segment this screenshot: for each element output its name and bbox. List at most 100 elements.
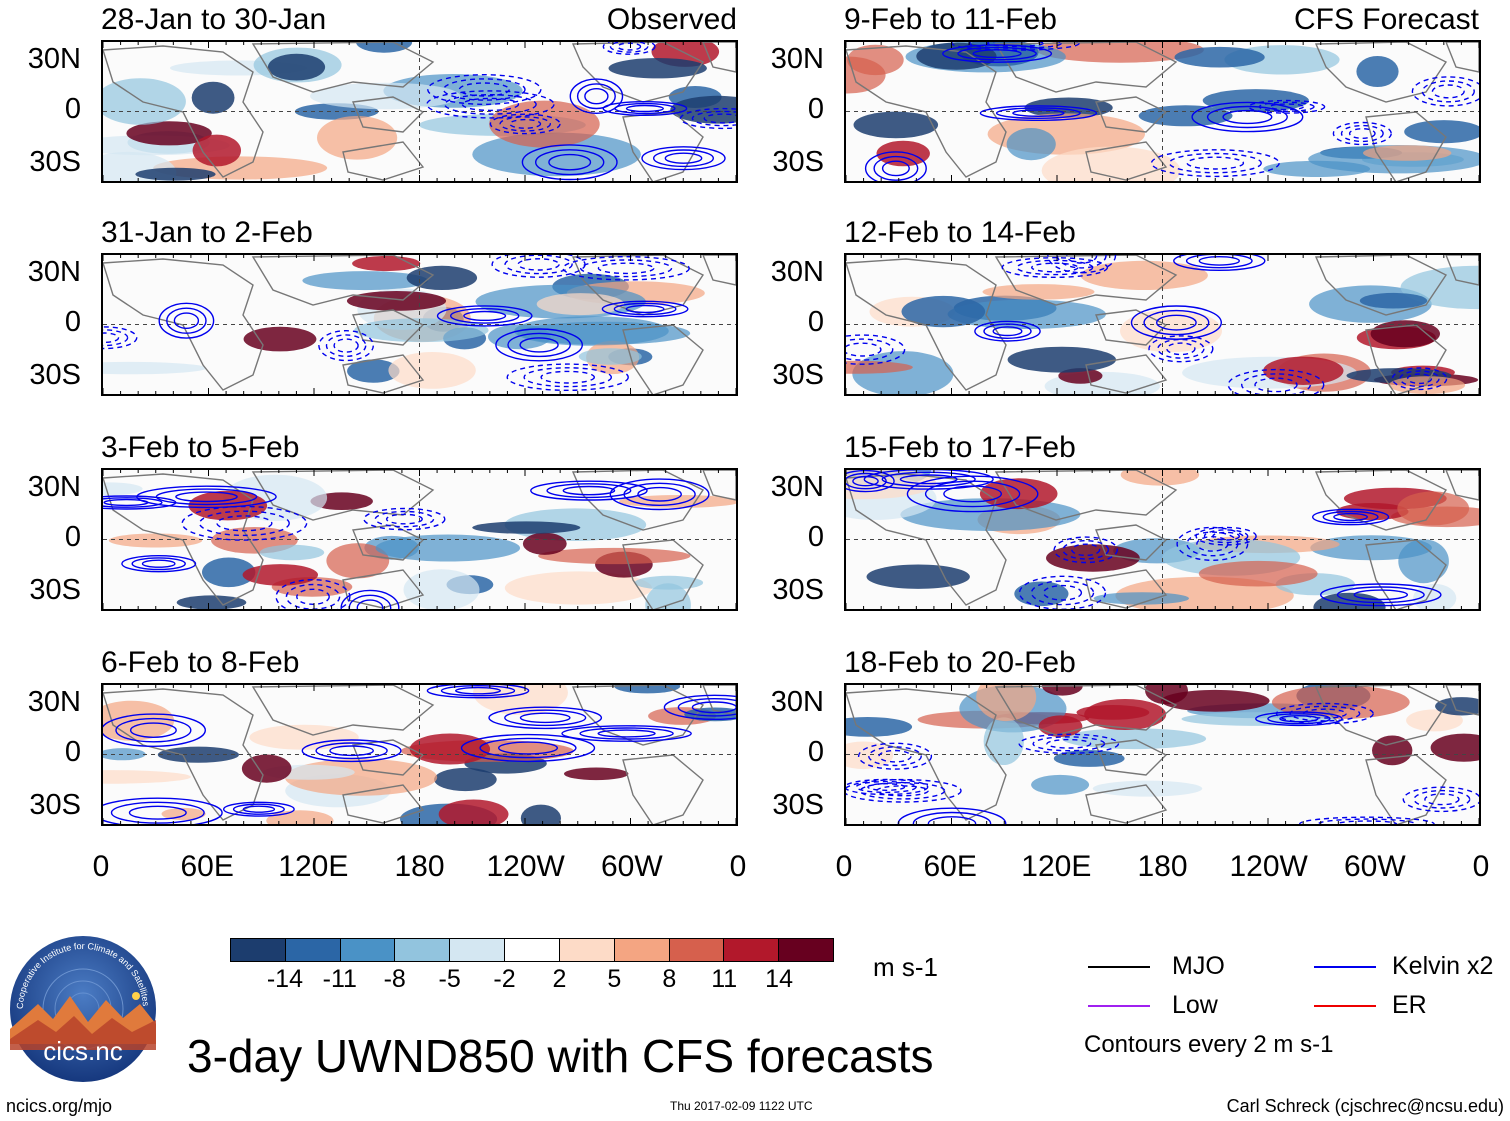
anomaly-shading	[406, 265, 478, 290]
kelvin-contour	[315, 742, 388, 760]
anomaly-shading	[634, 575, 704, 590]
kelvin-contour	[479, 737, 577, 759]
anomaly-shading	[1080, 260, 1208, 290]
anomaly-shading	[1406, 709, 1463, 732]
kelvin-contour	[864, 151, 927, 181]
kelvin-contour	[1413, 789, 1471, 809]
legend-line-er	[1314, 1005, 1376, 1007]
lat-tick-label: 0	[807, 93, 824, 125]
anomaly-shading	[1370, 320, 1440, 348]
colorbar-swatch	[505, 939, 560, 961]
kelvin-contour	[878, 749, 912, 763]
colorbar-swatch	[779, 939, 833, 961]
kelvin-contour	[131, 557, 186, 571]
kelvin-contour	[110, 801, 205, 824]
kelvin-contour	[463, 310, 507, 322]
kelvin-contour	[517, 258, 560, 271]
coastline	[103, 258, 264, 391]
colorbar-tick-label: 11	[711, 965, 738, 993]
anomaly-shading	[489, 100, 600, 148]
legend-label-kelvin: Kelvin x2	[1392, 952, 1494, 980]
anomaly-shading	[1145, 685, 1188, 705]
anomaly-shading	[1014, 581, 1069, 607]
kelvin-contour	[927, 816, 977, 824]
kelvin-contour	[329, 745, 375, 757]
kelvin-contour	[103, 497, 163, 508]
kelvin-contour	[318, 329, 375, 362]
kelvin-contour	[691, 701, 736, 714]
colorbar-swatch	[450, 939, 506, 961]
kelvin-contour	[613, 302, 677, 316]
anomaly-shading	[1356, 56, 1399, 87]
coastline	[1314, 42, 1448, 103]
observed-map-panel	[101, 468, 738, 611]
kelvin-contour	[846, 472, 887, 490]
colorbar-swatch	[559, 939, 615, 961]
kelvin-contour	[979, 105, 1098, 121]
kelvin-contour	[198, 510, 290, 537]
kelvin-contour	[222, 801, 295, 817]
kelvin-contour	[602, 101, 688, 117]
lon-tick-label: 60W	[1343, 850, 1406, 883]
kelvin-contour	[957, 46, 1037, 61]
kelvin-contour	[1332, 121, 1392, 146]
lat-tick-label: 30N	[27, 686, 81, 718]
kelvin-contour	[1148, 335, 1214, 363]
footer-timestamp: Thu 2017-02-09 1122 UTC	[670, 1099, 813, 1113]
kelvin-contour	[1062, 540, 1110, 560]
coastline	[1314, 470, 1448, 531]
kelvin-contour	[519, 712, 571, 724]
kelvin-contour	[625, 304, 665, 314]
colorbar-swatch	[231, 939, 286, 961]
kelvin-contour	[1173, 255, 1266, 271]
kelvin-contour	[1155, 314, 1197, 331]
kelvin-contour	[1317, 818, 1416, 824]
kelvin-contour	[664, 152, 703, 164]
kelvin-contour	[546, 483, 632, 499]
colorbar-tick-label: -5	[438, 965, 461, 993]
coastline	[251, 255, 435, 306]
legend-label-low: Low	[1172, 991, 1218, 1019]
kelvin-contour	[1176, 526, 1249, 561]
anomaly-shading	[157, 746, 239, 763]
anomaly-shading	[1007, 346, 1116, 373]
kelvin-contour	[1185, 255, 1253, 269]
legend-line-mjo	[1088, 966, 1150, 968]
kelvin-contour	[561, 725, 692, 742]
kelvin-contour	[597, 262, 655, 275]
anomaly-shading	[310, 82, 461, 110]
kelvin-contour	[340, 589, 400, 609]
kelvin-contour	[1222, 109, 1273, 125]
colorbar	[230, 938, 834, 962]
kelvin-contour	[906, 475, 1039, 513]
legend-line-kelvin	[1314, 966, 1376, 968]
kelvin-contour	[103, 797, 223, 824]
kelvin-contour	[1348, 127, 1376, 139]
coastline	[846, 473, 1007, 606]
observed-panel-title: 31-Jan to 2-Feb	[101, 216, 313, 249]
kelvin-contour	[1046, 738, 1092, 749]
anomaly-shading	[1363, 145, 1452, 161]
kelvin-contour	[540, 370, 596, 384]
kelvin-contour	[461, 97, 520, 112]
kelvin-contour	[1047, 255, 1117, 274]
anomaly-shading	[1263, 356, 1344, 385]
anomaly-shading	[979, 478, 1058, 510]
kelvin-contour	[983, 323, 1032, 339]
kelvin-contour	[1333, 512, 1368, 522]
forecast-map-panel	[844, 683, 1481, 826]
coastline	[1095, 524, 1168, 561]
kelvin-contour	[450, 308, 520, 324]
kelvin-contour	[602, 42, 656, 55]
kelvin-contour	[873, 155, 919, 181]
kelvin-contour	[495, 328, 583, 362]
kelvin-contour	[641, 146, 726, 171]
anomaly-shading	[1336, 503, 1409, 521]
lat-tick-label: 0	[807, 306, 824, 338]
lat-tick-label: 30S	[29, 789, 81, 821]
kelvin-contour	[677, 698, 736, 717]
footer-url[interactable]: ncics.org/mjo	[6, 1096, 113, 1116]
anomaly-shading	[135, 167, 216, 181]
colorbar-swatch	[340, 939, 396, 961]
kelvin-contour	[1191, 101, 1304, 133]
